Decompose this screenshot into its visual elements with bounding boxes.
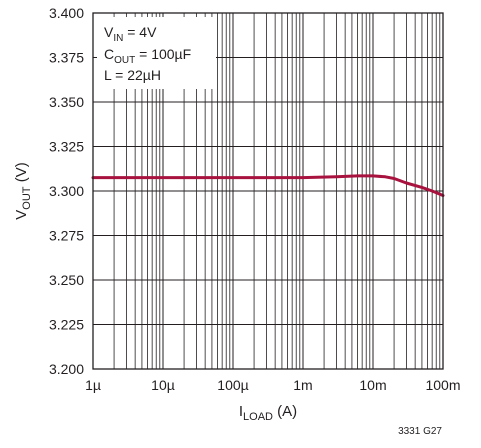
y-tick-label: 3.225	[49, 317, 84, 333]
y-axis-label: VOUT (V)	[13, 162, 33, 219]
x-tick-label: 10m	[359, 377, 386, 393]
x-tick-label: 1µ	[85, 377, 101, 393]
x-tick-label: 100m	[425, 377, 460, 393]
y-tick-label: 3.325	[49, 139, 84, 155]
annotation-box: VIN = 4V COUT = 100µF L = 22µH	[97, 17, 216, 89]
annotation-inductor: L = 22µH	[104, 67, 161, 83]
annotation-box-bg	[97, 17, 216, 89]
x-tick-label: 1m	[293, 377, 312, 393]
y-tick-label: 3.300	[49, 183, 84, 199]
x-tick-label: 10µ	[151, 377, 175, 393]
y-tick-label: 3.400	[49, 5, 84, 21]
annotation-vin: VIN = 4V	[104, 24, 157, 44]
x-tick-label: 100µ	[217, 377, 248, 393]
y-tick-label: 3.275	[49, 228, 84, 244]
figure-code: 3331 G27	[398, 426, 442, 437]
y-tick-label: 3.350	[49, 94, 84, 110]
annotation-cout: COUT = 100µF	[104, 46, 191, 66]
y-tick-label: 3.250	[49, 272, 84, 288]
plot-frame	[92, 12, 444, 370]
y-tick-label: 3.375	[49, 50, 84, 66]
tick-labels: 1µ 10µ 100µ 1m 10m 100m 3.200 3.225 3.250 3.275 3.…	[49, 5, 461, 393]
series-layer	[91, 174, 445, 197]
x-axis-label: ILOAD (A)	[239, 403, 297, 423]
series-line	[91, 174, 445, 197]
y-tick-label: 3.200	[49, 361, 84, 377]
